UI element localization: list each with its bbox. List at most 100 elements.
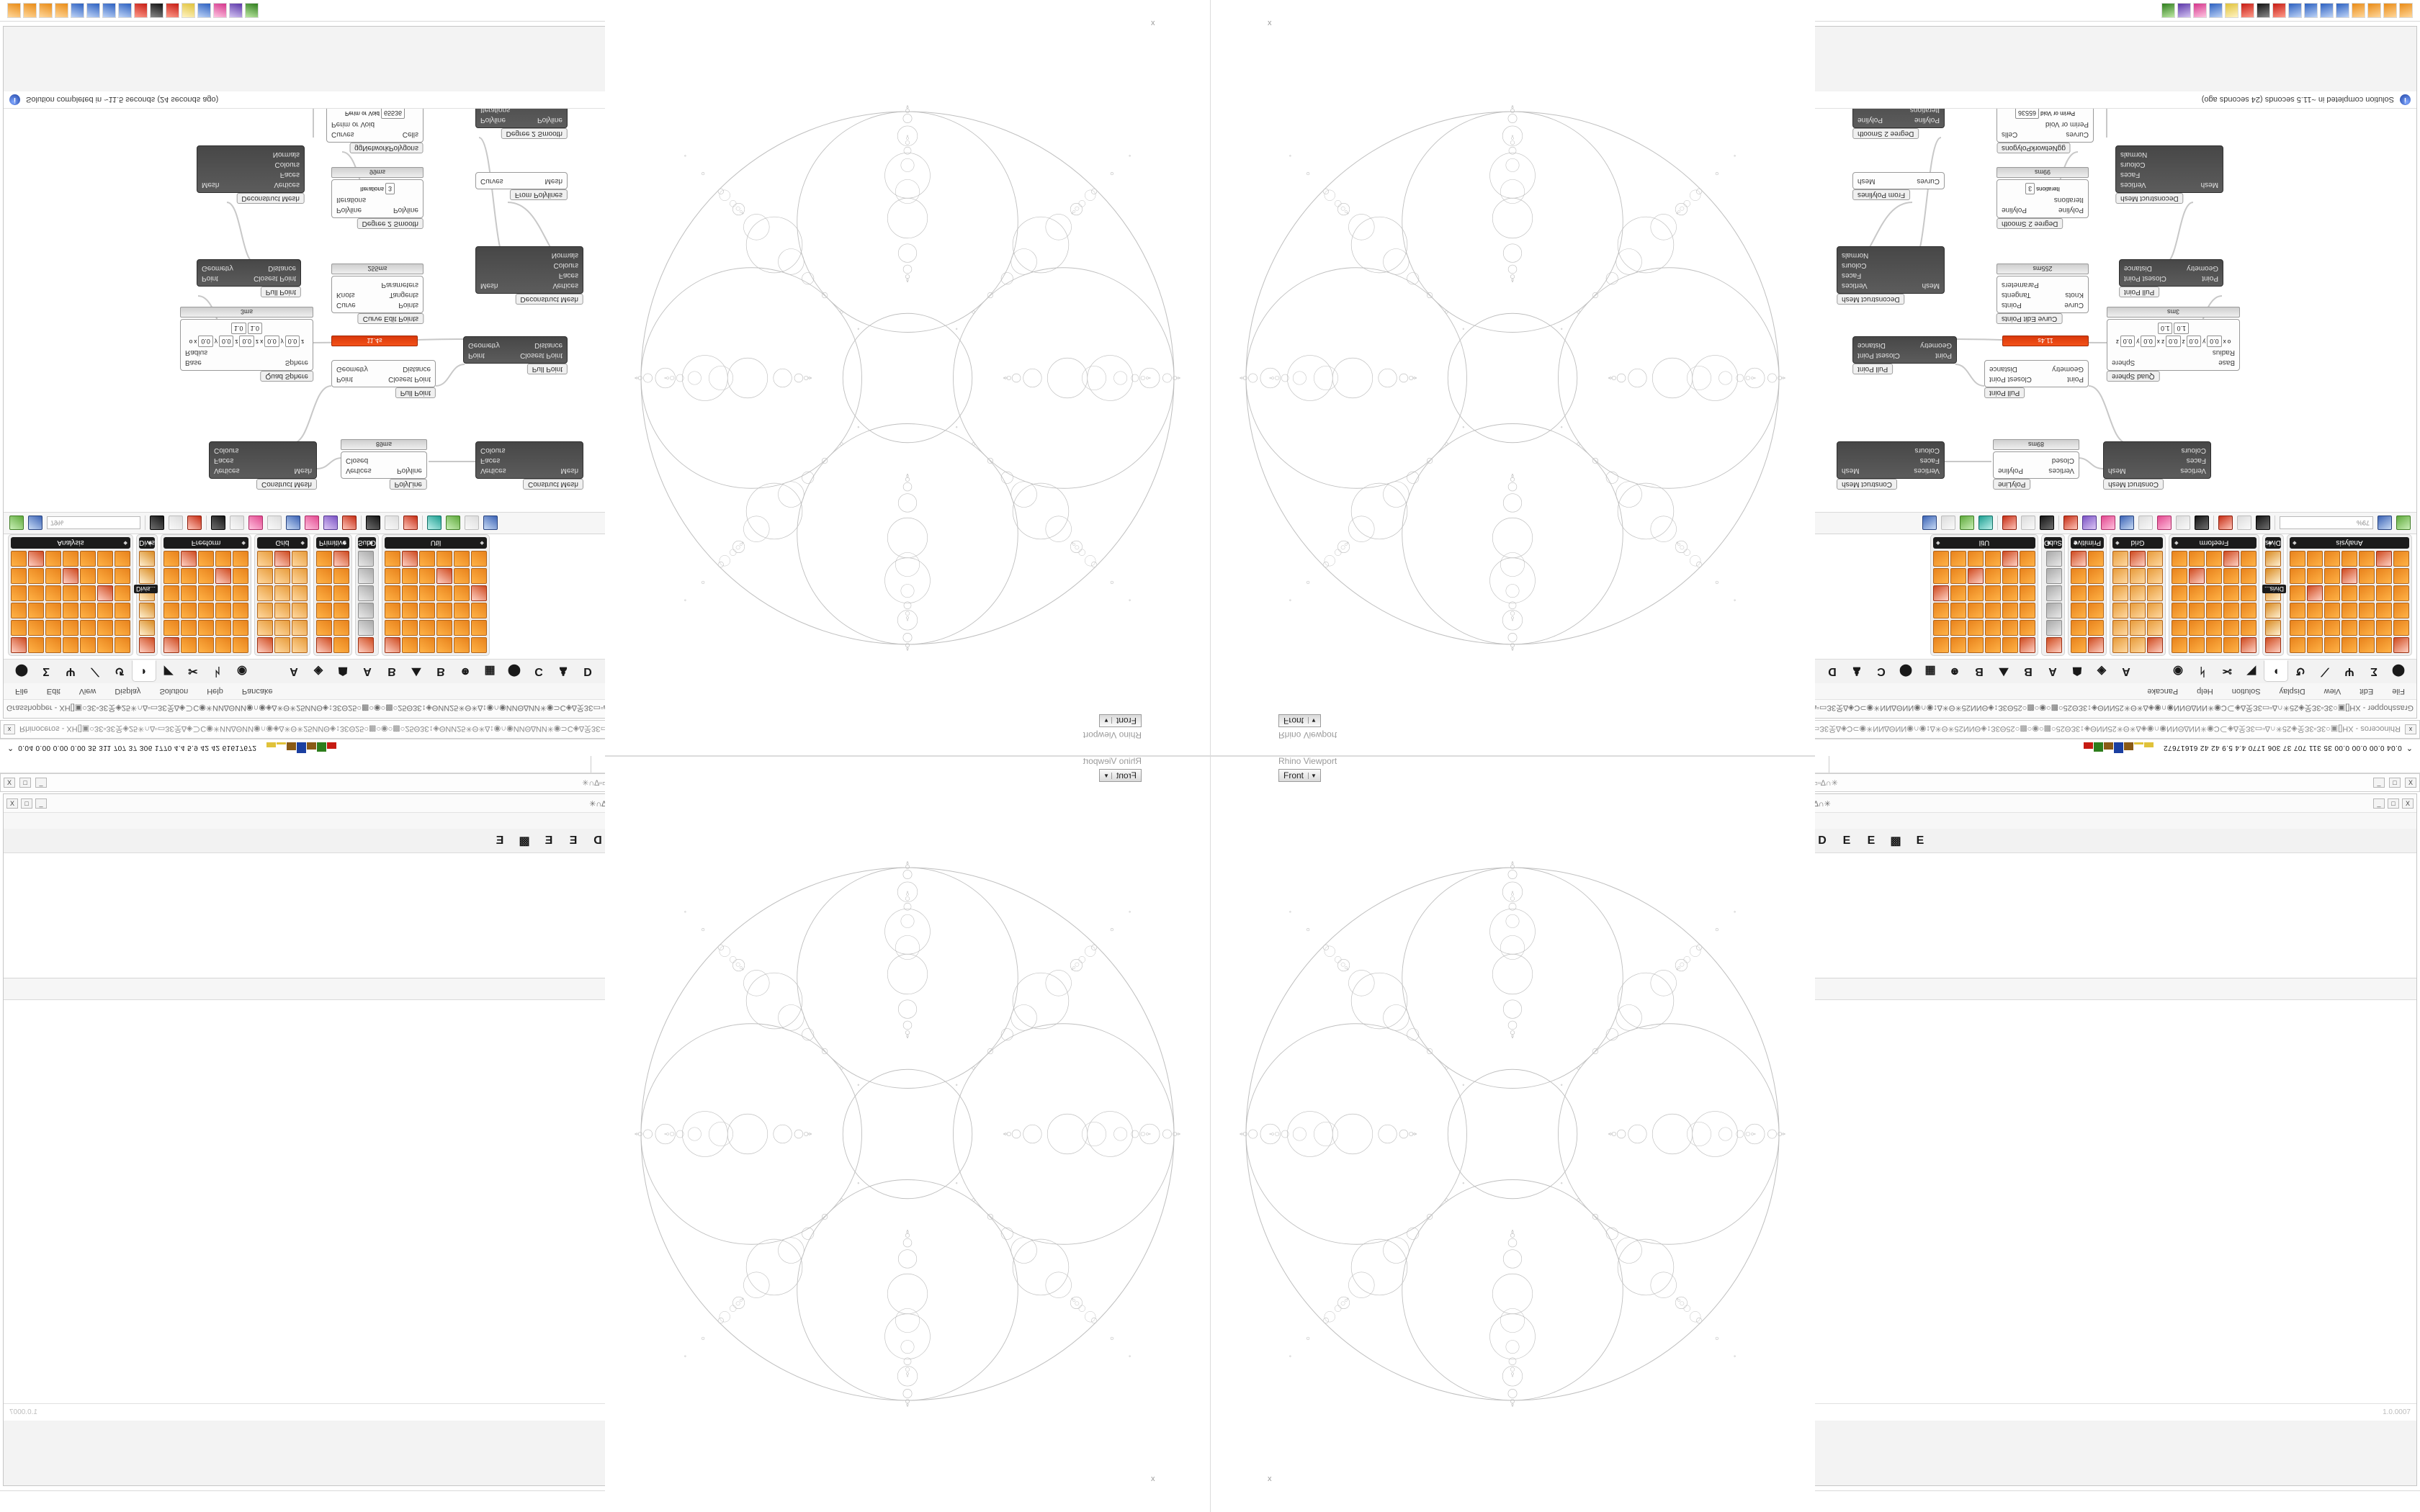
component-icon[interactable] <box>2019 603 2035 618</box>
component-icon[interactable] <box>97 603 113 618</box>
component-icon[interactable] <box>198 603 214 618</box>
input-param[interactable]: Polyline <box>2058 206 2084 214</box>
rhino-maximize-button[interactable]: □ <box>2389 778 2401 788</box>
output-param[interactable]: Parameters <box>2002 281 2039 289</box>
ribbon-group-label[interactable]: Freeform⬥ <box>163 537 248 549</box>
app-b1-icon[interactable] <box>2336 3 2349 18</box>
component-icon[interactable] <box>471 620 488 636</box>
component-icon[interactable] <box>419 585 436 601</box>
component-icon[interactable] <box>198 568 214 584</box>
document-icon[interactable] <box>2138 516 2153 531</box>
app-r2-icon[interactable] <box>2241 3 2254 18</box>
gh-component[interactable]: Pull Point Point Closest Point Geometry Dist… <box>463 336 568 377</box>
component-icon[interactable] <box>1932 620 1949 636</box>
ribbon-group-label[interactable]: Grid⬥ <box>257 537 308 549</box>
gh-menu-edit[interactable]: Edit <box>46 687 60 696</box>
capsule-icon[interactable] <box>2195 516 2209 531</box>
gh-component[interactable]: Construct Mesh Vertices Mesh Faces Colours <box>1837 441 1945 492</box>
component-icon[interactable] <box>1984 551 2001 567</box>
gh-component[interactable]: Degree 2 Smooth Polyline Polyline Iteration… <box>331 167 424 231</box>
input-param[interactable]: Curves <box>331 130 354 138</box>
component-icon[interactable] <box>163 551 179 567</box>
leaf-green-icon[interactable] <box>446 516 460 531</box>
component-icon[interactable] <box>2324 585 2340 601</box>
component-icon[interactable] <box>2071 585 2087 601</box>
component-icon[interactable] <box>316 637 332 653</box>
preview-eye-icon[interactable] <box>169 516 183 531</box>
gh-menu-solution[interactable]: Solution <box>159 687 189 696</box>
field-value[interactable]: 1.0 <box>2157 323 2173 334</box>
gh-component[interactable]: Pull Point Point Closest Point Geometry Dist… <box>197 259 301 300</box>
component-icon[interactable] <box>419 603 436 618</box>
surface-tab[interactable]: ◗ <box>132 660 156 683</box>
component-icon[interactable] <box>233 603 248 618</box>
field-value[interactable]: 0.0 <box>2186 336 2202 347</box>
gh-menu-pancake[interactable]: Pancake <box>241 687 273 696</box>
gha-assembly-icon[interactable] <box>248 516 263 531</box>
output-param[interactable]: Points <box>398 301 418 309</box>
component-icon[interactable] <box>2130 551 2146 567</box>
addon-e1-tab[interactable]: E <box>569 834 578 847</box>
component-icon[interactable] <box>11 603 27 618</box>
component-icon[interactable] <box>2307 585 2323 601</box>
rhino-viewport-cluster[interactable]: Rhino Viewport Front ▼ Rhino Viewport Fro… <box>605 0 1815 1512</box>
output-param[interactable]: Tangents <box>389 291 418 299</box>
component-icon[interactable] <box>333 585 349 601</box>
component-icon[interactable] <box>1984 603 2001 618</box>
component-icon[interactable] <box>385 551 401 567</box>
component-icon[interactable] <box>233 620 248 636</box>
component-icon[interactable] <box>97 620 113 636</box>
balloon-icon[interactable] <box>2082 516 2097 531</box>
gh-component[interactable]: Pull Point Point Closest Point Geometry Dist… <box>1984 360 2089 400</box>
component-icon[interactable] <box>1984 585 2001 601</box>
component-icon[interactable] <box>2223 551 2239 567</box>
rhino-icon[interactable] <box>7 3 21 18</box>
output-param[interactable]: Colours <box>1842 261 1867 269</box>
component-icon[interactable] <box>2189 568 2205 584</box>
component-icon[interactable] <box>2112 568 2128 584</box>
component-icon[interactable] <box>471 585 488 601</box>
output-param[interactable]: Closest Point <box>388 375 431 383</box>
component-icon[interactable] <box>2307 551 2323 567</box>
addon-c1-tab[interactable]: C <box>534 665 543 678</box>
display-tab[interactable]: ◉ <box>2173 665 2183 678</box>
component-icon[interactable] <box>2112 637 2128 653</box>
rhino-sysmenu-icon[interactable]: x <box>4 724 15 734</box>
chevron-up-icon[interactable]: ⌃ <box>7 743 14 752</box>
component-body[interactable]: Vertices Polyline Closed <box>1993 451 2079 479</box>
output-param[interactable]: Vertices <box>274 181 300 189</box>
component-icon[interactable] <box>2265 551 2281 567</box>
component-icon[interactable] <box>2290 551 2305 567</box>
component-icon[interactable] <box>2359 551 2375 567</box>
component-icon[interactable] <box>454 568 470 584</box>
curve-tab[interactable]: ↺ <box>2295 665 2305 678</box>
component-icon[interactable] <box>2046 585 2062 601</box>
component-icon[interactable] <box>2046 551 2062 567</box>
transform-tab[interactable]: ᛋ <box>2199 665 2206 678</box>
output-param[interactable]: Mesh <box>544 177 563 185</box>
component-icon[interactable] <box>257 551 273 567</box>
input-param[interactable]: Point <box>336 375 353 383</box>
component-icon[interactable] <box>198 637 214 653</box>
input-param[interactable]: Geometry <box>336 365 368 373</box>
component-icon[interactable] <box>358 637 374 653</box>
field-value[interactable]: 0.0 <box>239 336 254 347</box>
component-icon[interactable] <box>233 551 248 567</box>
app-r1-icon[interactable] <box>134 3 148 18</box>
component-body[interactable]: Vertices Mesh Faces Colours <box>475 441 583 479</box>
component-icon[interactable] <box>97 637 113 653</box>
component-icon[interactable] <box>2071 603 2087 618</box>
component-icon[interactable] <box>2307 637 2323 653</box>
field-value[interactable]: 1.0 <box>247 323 263 334</box>
mesh-tab[interactable]: ◤ <box>2246 665 2257 678</box>
component-icon[interactable] <box>2112 551 2128 567</box>
at-icon[interactable] <box>230 516 244 531</box>
input-param[interactable]: Vertices <box>2180 467 2206 474</box>
component-icon[interactable] <box>1984 637 2001 653</box>
balloon-icon[interactable] <box>323 516 338 531</box>
intersect-tab[interactable]: ✂ <box>2222 665 2232 678</box>
addon-grid-tab[interactable]: ▦ <box>1924 665 1936 678</box>
output-param[interactable]: Faces <box>558 271 578 279</box>
gh-component[interactable]: PolyLine Vertices Polyline Closed 89ms <box>1993 439 2079 492</box>
